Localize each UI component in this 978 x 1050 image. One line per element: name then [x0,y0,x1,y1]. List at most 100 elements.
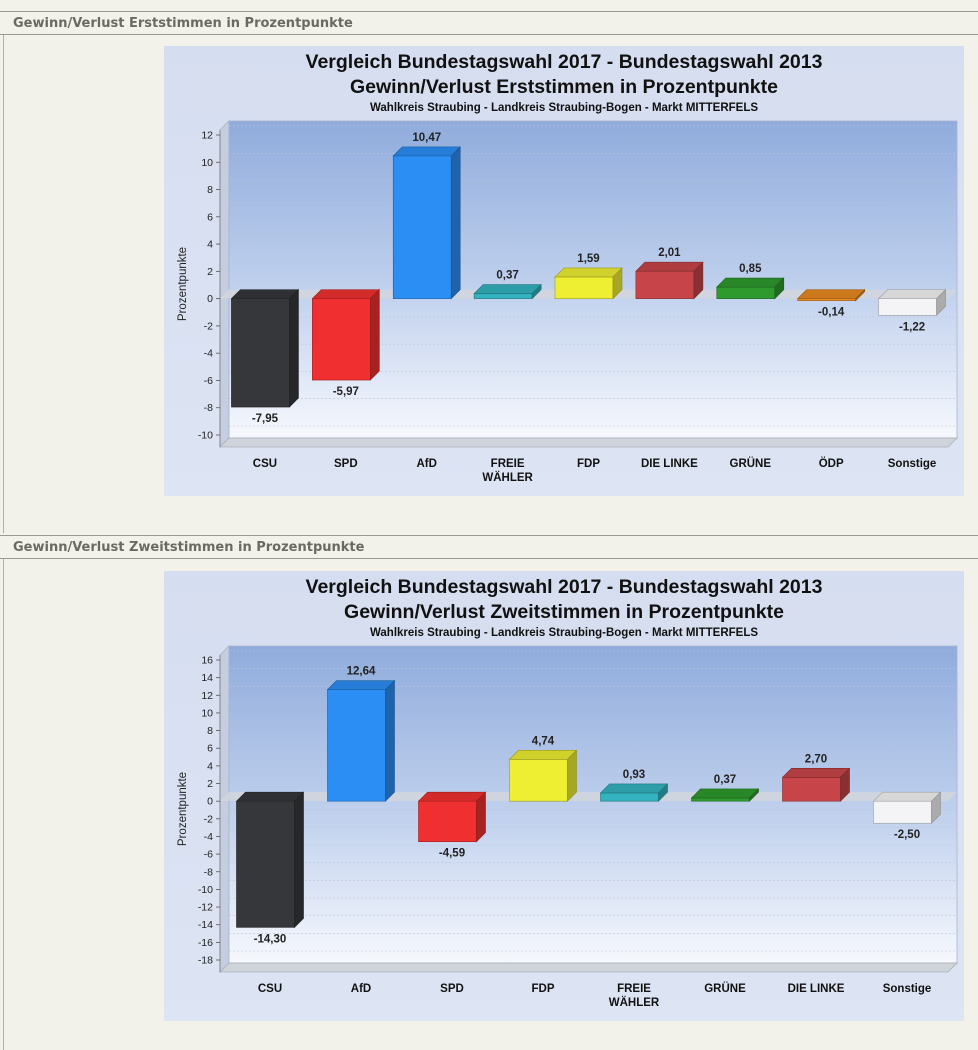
bar-side [931,791,941,824]
bar-3 [508,749,578,802]
y-tick-label: 14 [201,672,213,684]
bar-4 [599,783,669,802]
bar-top [473,284,542,294]
bar-5 [635,261,704,300]
bar-top [508,750,578,760]
bar-front [782,777,841,802]
bar-front [312,298,371,381]
bar-top [599,783,669,794]
bar-top [635,261,704,272]
category-label: AfD [351,983,371,995]
category-label: WÄHLER [609,996,660,1009]
bar-4 [554,267,623,300]
bar-top [781,768,851,778]
bar-6 [716,277,785,300]
bar-2 [392,146,461,300]
bar-side [749,788,759,802]
y-tick-label: -10 [198,884,213,896]
bar-value-label: -4,59 [439,848,465,860]
bar-side [658,783,668,802]
y-tick-label: 2 [207,778,213,790]
chart-zweitstimmen: -18 -16 -14 -12 -10 -8 -6 -4 -2 0 2 4 6 8 10 12 14 16 Proz… [164,571,964,1021]
y-tick-label: 6 [207,211,213,223]
y-tick-label: -10 [198,430,213,442]
section-header-label: Gewinn/Verlust Zweitstimmen in Prozentpu… [13,540,365,555]
category-label: Sonstige [888,458,937,470]
y-tick-label: 8 [207,725,213,737]
bar-value-label: 0,85 [739,263,762,275]
bar-2 [417,791,487,843]
bar-value-label: 12,64 [347,666,376,678]
chart-zweitstimmen-svg: -18 -16 -14 -12 -10 -8 -6 -4 -2 0 2 4 6 8 10 12 14 16 Proz… [164,571,964,1021]
bar-side [693,261,704,300]
bar-top [690,788,760,799]
category-label: FREIE [491,458,525,470]
section-header-zweitstimmen[interactable]: Gewinn/Verlust Zweitstimmen in Prozentpu… [0,535,978,559]
bar-6 [781,767,851,802]
bar-value-label: 0,37 [714,774,736,786]
bar-front [236,800,295,928]
plot-floor [219,962,958,973]
y-tick-label: -14 [198,919,213,931]
bar-0 [230,288,300,408]
bar-side [450,146,461,300]
category-label: FREIE [617,983,651,995]
plot-floor [219,437,958,448]
bar-top [326,680,396,690]
y-tick-label: 12 [201,130,213,142]
bar-value-label: 0,37 [496,270,518,282]
section-border [3,35,4,533]
section-header-erststimmen[interactable]: Gewinn/Verlust Erststimmen in Prozentpun… [0,11,978,35]
y-tick-label: 6 [207,743,213,755]
bar-top [392,146,461,157]
bar-front [418,800,477,842]
bar-front [554,276,614,299]
bar-side [855,288,865,302]
y-tick-label: 16 [201,655,213,667]
bar-front [509,759,568,802]
y-tick-label: -8 [204,402,213,414]
bar-front [635,270,695,299]
category-label: DIE LINKE [788,983,845,995]
category-label: CSU [258,983,282,995]
y-axis-label: Prozentpunkte [177,247,189,321]
y-tick-label: -4 [204,831,213,843]
bar-top [716,277,785,288]
bar-value-label: -7,95 [252,413,279,425]
bar-0 [235,791,305,929]
bar-side [531,283,542,300]
section-border [3,559,4,1050]
bar-side [567,749,577,802]
bar-side [840,767,850,802]
category-label: AfD [416,458,436,470]
bar-side [612,267,623,300]
plot-side-wall [219,645,230,973]
bar-top [872,791,942,802]
bar-top [230,289,300,299]
y-tick-label: 0 [207,796,213,808]
bar-front [231,298,290,408]
bar-value-label: 1,59 [577,253,599,265]
bar-7 [796,288,866,302]
bar-front [392,155,452,299]
bar-side [289,288,299,408]
chart-subtitle: Gewinn/Verlust Erststimmen in Prozentpun… [350,76,778,98]
bar-side [294,791,304,929]
bar-side [385,679,395,802]
bar-1 [311,288,381,381]
y-tick-label: 0 [207,293,213,305]
y-axis-label: Prozentpunkte [177,772,189,846]
bar-side [370,288,380,381]
bar-front [873,800,932,824]
section-header-label: Gewinn/Verlust Erststimmen in Prozentpun… [13,16,353,31]
bar-value-label: -1,22 [899,321,925,333]
chart-title: Vergleich Bundestagswahl 2017 - Bundesta… [306,51,823,73]
bar-top [554,267,623,278]
bar-value-label: 2,70 [805,753,827,765]
y-tick-label: -2 [204,320,213,332]
bar-front [327,689,386,802]
bar-value-label: 4,74 [532,735,555,747]
bar-value-label: -14,30 [254,933,287,945]
chart-subtitle2: Wahlkreis Straubing - Landkreis Straubin… [370,102,758,114]
category-label: SPD [440,983,464,995]
